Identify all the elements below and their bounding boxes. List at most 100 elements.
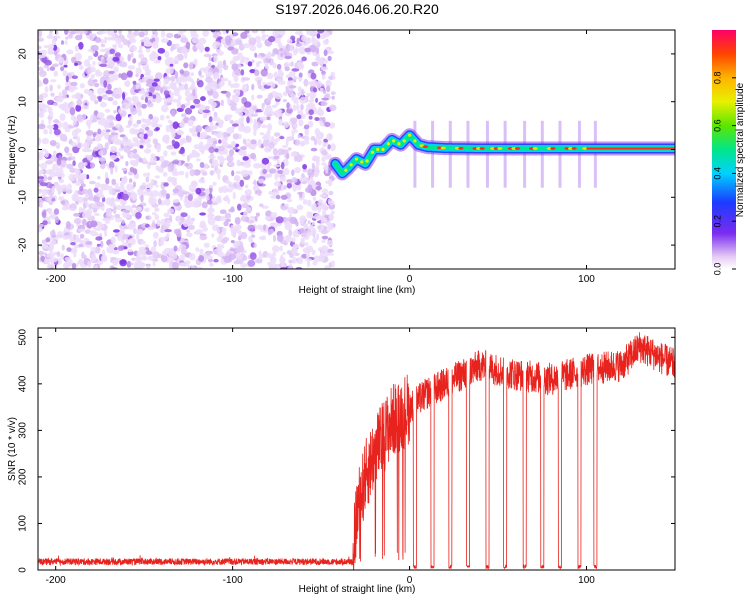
spectrogram-noise-blob: [121, 193, 129, 201]
spectrogram-noise-blob: [111, 33, 116, 41]
spectrogram-noise-blob: [287, 266, 293, 269]
spectrogram-noise-blob: [69, 231, 73, 237]
spectrogram-peak-bead: [532, 147, 538, 150]
spectrogram-noise-blob: [212, 116, 221, 122]
spectrogram-noise-blob: [222, 30, 227, 35]
spectrogram-noise-blob: [164, 50, 170, 59]
spectrogram-noise-blob: [147, 255, 154, 261]
spectrogram-noise-blob: [221, 185, 229, 193]
spectrogram-noise-blob: [217, 172, 221, 180]
spectrogram-noise-blob: [225, 218, 232, 223]
snr-x-tick-label: 0: [407, 575, 413, 586]
spectrogram-noise-blob: [297, 60, 303, 68]
spectrogram-noise-blob: [192, 149, 196, 154]
spectrogram-noise-blob: [302, 168, 308, 173]
spectrogram-noise-blob: [127, 248, 133, 253]
spectrogram-noise-blob: [330, 91, 336, 96]
spectrogram-noise-blob: [85, 240, 93, 245]
spectrogram-noise-blob: [84, 237, 90, 242]
spectrogram-noise-blob: [276, 159, 280, 166]
spectrogram-noise-blob: [244, 30, 250, 34]
spectrogram-noise-blob: [207, 71, 213, 77]
spectrogram-noise-blob: [105, 129, 111, 133]
spectrogram-noise-blob: [40, 162, 48, 170]
spectrogram-noise-blob: [201, 172, 208, 176]
spectrogram-noise-blob: [167, 119, 173, 124]
spectrogram-y-tick-label: -10: [18, 190, 29, 205]
spectrogram-noise-blob: [276, 109, 283, 113]
spectrogram-noise-blob: [213, 41, 221, 46]
spectrogram-noise-blob: [163, 98, 168, 107]
spectrogram-noise-blob: [157, 198, 162, 206]
spectrogram-noise-blob: [198, 37, 207, 45]
spectrogram-noise-blob: [152, 212, 157, 216]
spectrogram-noise-blob: [152, 94, 157, 99]
spectrogram-noise-blob: [245, 57, 250, 61]
spectrogram-noise-blob: [296, 103, 300, 112]
spectrogram-noise-blob: [307, 170, 315, 177]
spectrogram-noise-blob: [75, 169, 81, 174]
spectrogram-noise-blob: [124, 80, 131, 87]
spectrogram-noise-blob: [300, 103, 304, 111]
spectrogram-noise-blob: [255, 212, 260, 217]
spectrogram-noise-blob: [174, 71, 179, 80]
spectrogram-noise-blob: [128, 222, 136, 230]
spectrogram-noise-blob: [94, 227, 103, 231]
spectrogram-noise-blob: [167, 165, 174, 173]
spectrogram-noise-blob: [137, 188, 142, 196]
spectrogram-noise-blob: [294, 139, 301, 146]
spectrogram-noise-blob: [90, 247, 96, 252]
spectrogram-noise-blob: [170, 151, 177, 156]
spectrogram-noise-blob: [156, 145, 161, 153]
spectrogram-noise-blob: [317, 30, 325, 34]
spectrogram-noise-blob: [47, 207, 53, 215]
spectrogram-noise-blob: [62, 101, 69, 110]
spectrogram-noise-blob: [109, 154, 117, 160]
spectrogram-noise-blob: [292, 150, 298, 158]
spectrogram-noise-blob: [307, 120, 314, 128]
spectrogram-noise-blob: [42, 220, 48, 226]
spectrogram-noise-blob: [327, 55, 332, 62]
spectrogram-noise-blob: [167, 208, 175, 214]
spectrogram-noise-blob: [189, 168, 196, 177]
spectrogram-noise-blob: [272, 62, 277, 69]
snr-frame: [37, 327, 676, 571]
spectrogram-noise-blob: [39, 223, 44, 228]
spectrogram-noise-blob: [261, 107, 265, 112]
spectrogram-noise-blob: [204, 163, 209, 169]
spectrogram-noise-blob: [115, 37, 122, 45]
spectrogram-noise-blob: [274, 172, 279, 181]
spectrogram-noise-blob: [160, 162, 167, 168]
spectrogram-noise-blob: [39, 70, 47, 77]
spectrogram-noise-blob: [42, 77, 49, 85]
spectrogram-noise-blob: [200, 96, 206, 102]
spectrogram-noise-blob: [240, 231, 248, 240]
snr-y-ticks: 0 100 200 300 400 500: [18, 329, 675, 573]
snr-x-tick-label: -200: [46, 575, 66, 586]
spectrogram-noise-blob: [321, 162, 327, 166]
spectrogram-noise-blob: [163, 78, 169, 85]
spectrogram-noise-blob: [129, 166, 135, 173]
spectrogram-signal: [328, 120, 675, 188]
spectrogram-noise-blob: [110, 256, 117, 261]
spectrogram-noise-blob: [253, 243, 257, 248]
spectrogram-noise-blob: [58, 178, 65, 184]
spectrogram-noise-blob: [247, 61, 253, 67]
spectrogram-noise-blob: [38, 94, 44, 102]
spectrogram-noise-blob: [139, 133, 144, 138]
spectrogram-noise-blob: [47, 51, 55, 55]
spectrogram-noise-blob: [180, 212, 188, 217]
spectrogram-y-tick-label: 10: [18, 96, 29, 108]
spectrogram-noise-blob: [253, 179, 257, 186]
spectrogram-noise-blob: [266, 123, 273, 131]
spectrogram-noise-blob: [238, 117, 244, 125]
spectrogram-noise-blob: [90, 66, 96, 73]
spectrogram-noise-blob: [85, 215, 92, 219]
spectrogram-noise-blob: [220, 99, 225, 107]
spectrogram-noise-blob: [172, 121, 179, 129]
spectrogram-noise-blob: [309, 30, 315, 37]
spectrogram-noise-blob: [140, 194, 144, 203]
spectrogram-noise-blob: [317, 207, 322, 213]
